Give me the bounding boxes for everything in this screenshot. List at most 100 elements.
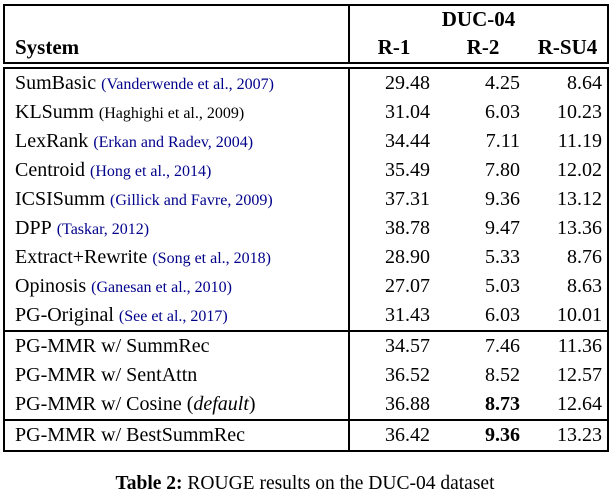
rsu4-value: 8.76 bbox=[567, 246, 603, 268]
system-cell: Centroid (Hong et al., 2014) bbox=[4, 156, 350, 185]
rsu4-value: 11.36 bbox=[557, 335, 603, 357]
table-row: KLSumm (Haghighi et al., 2009) 31.04 6.03… bbox=[4, 98, 608, 127]
r2-value: 6.03 bbox=[485, 304, 520, 326]
baselines-group: SumBasic (Vanderwende et al., 2007) 29.48… bbox=[4, 65, 608, 331]
table-row: ICSISumm (Gillick and Favre, 2009) 37.31 … bbox=[4, 185, 608, 214]
system-cell: DPP (Taskar, 2012) bbox=[4, 214, 350, 243]
system-name: PG-MMR w/ Cosine (default) bbox=[15, 393, 256, 415]
table-row: PG-MMR w/ SummRec 34.57 7.46 11.36 bbox=[4, 331, 608, 361]
table-row: PG-MMR w/ BestSummRec 36.42 9.36 13.23 bbox=[4, 420, 608, 451]
citation-link[interactable]: (Vanderwende et al., 2007) bbox=[101, 76, 274, 93]
pg-mmr-variants-group: PG-MMR w/ SummRec 34.57 7.46 11.36 PG-MM… bbox=[4, 331, 609, 420]
r1-value: 28.90 bbox=[385, 246, 430, 268]
citation-link[interactable]: (Song et al., 2018) bbox=[152, 250, 271, 267]
column-header-system: System bbox=[4, 33, 350, 66]
column-group-duc04: DUC-04 bbox=[441, 7, 516, 31]
rsu4-value: 13.12 bbox=[557, 188, 603, 210]
r2-value: 9.36 bbox=[485, 424, 520, 446]
system-cell: PG-Original (See et al., 2017) bbox=[4, 301, 350, 331]
rsu4-value: 10.01 bbox=[557, 304, 603, 326]
r2-value: 5.03 bbox=[485, 275, 520, 297]
rsu4-value: 10.23 bbox=[557, 101, 603, 123]
rsu4-value: 11.19 bbox=[557, 130, 603, 152]
citation-link: (Haghighi et al., 2009) bbox=[98, 105, 245, 122]
table-row: Centroid (Hong et al., 2014) 35.49 7.80 1… bbox=[4, 156, 608, 185]
table-row: LexRank (Erkan and Radev, 2004) 34.44 7.1… bbox=[4, 127, 608, 156]
r1-value: 34.44 bbox=[385, 130, 430, 152]
rsu4-value: 13.36 bbox=[557, 217, 603, 239]
r1-value: 36.52 bbox=[385, 364, 430, 386]
system-cell: PG-MMR w/ SentAttn bbox=[4, 361, 350, 390]
citation-link[interactable]: (Hong et al., 2014) bbox=[90, 163, 212, 180]
header-corner-cell bbox=[4, 5, 350, 33]
caption-label: Table 2: bbox=[115, 473, 183, 490]
rsu4-value: 12.64 bbox=[557, 393, 603, 415]
system-name: Centroid bbox=[15, 159, 85, 181]
citation-link[interactable]: (Taskar, 2012) bbox=[56, 221, 150, 238]
caption-text: ROUGE results on the DUC-04 dataset bbox=[187, 473, 495, 490]
table-row: DPP (Taskar, 2012) 38.78 9.47 13.36 bbox=[4, 214, 608, 243]
system-name: KLSumm bbox=[15, 101, 94, 123]
system-name: Extract+Rewrite bbox=[15, 246, 148, 268]
column-header-r1: R-1 bbox=[377, 35, 411, 59]
rsu4-value: 12.57 bbox=[557, 364, 603, 386]
r2-value: 9.47 bbox=[485, 217, 520, 239]
citation-link[interactable]: (Erkan and Radev, 2004) bbox=[93, 134, 254, 151]
system-cell: PG-MMR w/ Cosine (default) bbox=[4, 390, 350, 420]
column-header-rsu4: R-SU4 bbox=[537, 35, 598, 59]
table-row: PG-MMR w/ SentAttn 36.52 8.52 12.57 bbox=[4, 361, 608, 390]
rsu4-value: 12.02 bbox=[557, 159, 603, 181]
r1-value: 35.49 bbox=[385, 159, 430, 181]
r2-value: 7.11 bbox=[485, 130, 520, 152]
r1-value: 36.88 bbox=[385, 393, 430, 415]
r2-value: 7.46 bbox=[485, 335, 520, 357]
system-name: PG-MMR w/ SentAttn bbox=[15, 364, 198, 386]
r2-value: 5.33 bbox=[485, 246, 520, 268]
system-cell: KLSumm (Haghighi et al., 2009) bbox=[4, 98, 350, 127]
table-row: PG-MMR w/ Cosine (default) 36.88 8.73 12… bbox=[4, 390, 608, 420]
table-row: SumBasic (Vanderwende et al., 2007) 29.48… bbox=[4, 65, 608, 98]
r1-value: 31.04 bbox=[385, 101, 430, 123]
system-cell: PG-MMR w/ BestSummRec bbox=[4, 420, 350, 451]
r2-value: 6.03 bbox=[485, 101, 520, 123]
r1-value: 38.78 bbox=[385, 217, 430, 239]
table-row: Opinosis (Ganesan et al., 2010) 27.07 5.0… bbox=[4, 272, 608, 301]
header-columns-row: System R-1 R-2 R-SU4 bbox=[4, 33, 608, 66]
table-caption: Table 2: ROUGE results on the DUC-04 dat… bbox=[0, 473, 610, 490]
system-cell: SumBasic (Vanderwende et al., 2007) bbox=[4, 65, 350, 98]
rsu4-value: 8.64 bbox=[567, 72, 603, 94]
r1-value: 37.31 bbox=[385, 188, 430, 210]
table-row: PG-Original (See et al., 2017) 31.43 6.03… bbox=[4, 301, 608, 331]
system-name: DPP bbox=[15, 217, 52, 239]
r1-value: 34.57 bbox=[385, 335, 430, 357]
citation-link[interactable]: (See et al., 2017) bbox=[118, 308, 228, 325]
table-header: DUC-04 System R-1 R-2 R-SU4 bbox=[4, 5, 609, 66]
r1-value: 36.42 bbox=[385, 424, 430, 446]
system-cell: Opinosis (Ganesan et al., 2010) bbox=[4, 272, 350, 301]
system-name: LexRank bbox=[15, 130, 89, 152]
citation-link[interactable]: (Ganesan et al., 2010) bbox=[91, 279, 232, 296]
r2-value: 8.73 bbox=[485, 393, 520, 415]
column-header-r2: R-2 bbox=[466, 35, 500, 59]
header-group-row: DUC-04 bbox=[4, 5, 608, 33]
system-name: PG-MMR w/ BestSummRec bbox=[15, 424, 246, 446]
citation-link[interactable]: (Gillick and Favre, 2009) bbox=[110, 192, 273, 209]
r2-value: 8.52 bbox=[485, 364, 520, 386]
r2-value: 9.36 bbox=[485, 188, 520, 210]
system-name: PG-Original bbox=[15, 304, 114, 326]
r2-value: 7.80 bbox=[485, 159, 520, 181]
system-cell: LexRank (Erkan and Radev, 2004) bbox=[4, 127, 350, 156]
system-name: ICSISumm bbox=[15, 188, 106, 210]
table-row: Extract+Rewrite (Song et al., 2018) 28.90… bbox=[4, 243, 608, 272]
r1-value: 27.07 bbox=[385, 275, 430, 297]
r2-value: 4.25 bbox=[485, 72, 520, 94]
system-cell: ICSISumm (Gillick and Favre, 2009) bbox=[4, 185, 350, 214]
best-variant-group: PG-MMR w/ BestSummRec 36.42 9.36 13.23 bbox=[4, 420, 609, 451]
system-name: Opinosis bbox=[15, 275, 87, 297]
rsu4-value: 13.23 bbox=[557, 424, 603, 446]
system-name: SumBasic bbox=[15, 72, 97, 94]
system-name: PG-MMR w/ SummRec bbox=[15, 335, 210, 357]
system-cell: Extract+Rewrite (Song et al., 2018) bbox=[4, 243, 350, 272]
system-cell: PG-MMR w/ SummRec bbox=[4, 331, 350, 361]
